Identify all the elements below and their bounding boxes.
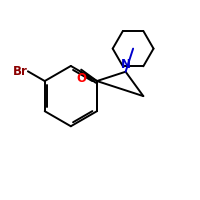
Text: Br: Br bbox=[13, 65, 28, 78]
Text: O: O bbox=[76, 72, 86, 85]
Text: N: N bbox=[121, 58, 131, 71]
